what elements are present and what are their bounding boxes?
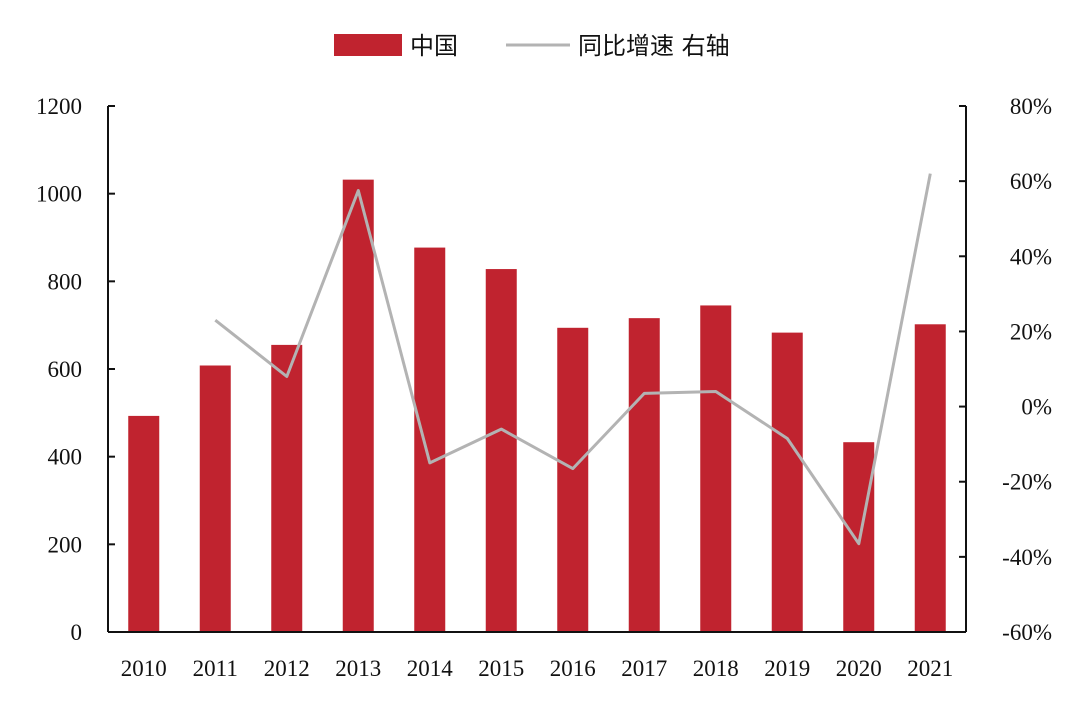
- bar-2011: [199, 365, 231, 632]
- x-tick-label: 2018: [693, 656, 739, 681]
- right-tick-label: 60%: [1010, 169, 1052, 194]
- x-tick-label: 2014: [407, 656, 454, 681]
- x-tick-label: 2020: [836, 656, 882, 681]
- legend: 中国 同比增速 右轴: [334, 32, 730, 60]
- left-tick-label: 800: [48, 269, 83, 294]
- x-tick-label: 2012: [264, 656, 310, 681]
- bars-layer: [128, 179, 946, 632]
- axes-layer: 0 200 400 600 800 1000 1200 -60% -40% -20% 0% 20% 40…: [36, 94, 1052, 681]
- bar-2016: [557, 327, 589, 632]
- x-tick-label: 2016: [550, 656, 596, 681]
- right-tick-label: -40%: [1002, 545, 1052, 570]
- left-tick-label: 0: [71, 620, 83, 645]
- growth-line-layer: [214, 173, 932, 546]
- legend-label-line: 同比增速 右轴: [578, 32, 730, 60]
- bar-2012: [271, 344, 303, 632]
- x-tick-label: 2011: [193, 656, 238, 681]
- right-tick-label: -60%: [1002, 620, 1052, 645]
- left-tick-label: 1000: [36, 182, 82, 207]
- x-tick-label: 2017: [621, 656, 667, 681]
- bar-2015: [485, 269, 517, 632]
- x-tick-label: 2015: [478, 656, 524, 681]
- growth-line: [214, 173, 932, 546]
- legend-swatch-bar: [334, 34, 402, 56]
- left-tick-label: 1200: [36, 94, 82, 119]
- right-tick-label: 40%: [1010, 244, 1052, 269]
- bar-2021: [914, 324, 946, 632]
- left-tick-label: 200: [48, 532, 83, 557]
- bar-2013: [342, 179, 374, 632]
- right-tick-label: 0%: [1021, 395, 1052, 420]
- bar-2019: [771, 332, 803, 632]
- right-tick-label: -20%: [1002, 470, 1052, 495]
- legend-label-bar: 中国: [410, 32, 458, 60]
- x-tick-label: 2013: [335, 656, 381, 681]
- right-tick-label: 20%: [1010, 319, 1052, 344]
- right-tick-label: 80%: [1010, 94, 1052, 119]
- x-tick-label: 2021: [907, 656, 953, 681]
- bar-2014: [414, 247, 446, 632]
- left-tick-label: 600: [48, 357, 83, 382]
- x-tick-label: 2010: [121, 656, 167, 681]
- left-tick-label: 400: [48, 445, 83, 470]
- x-tick-label: 2019: [764, 656, 810, 681]
- bar-2018: [700, 305, 732, 632]
- bar-2017: [628, 318, 660, 632]
- bar-2010: [128, 415, 160, 632]
